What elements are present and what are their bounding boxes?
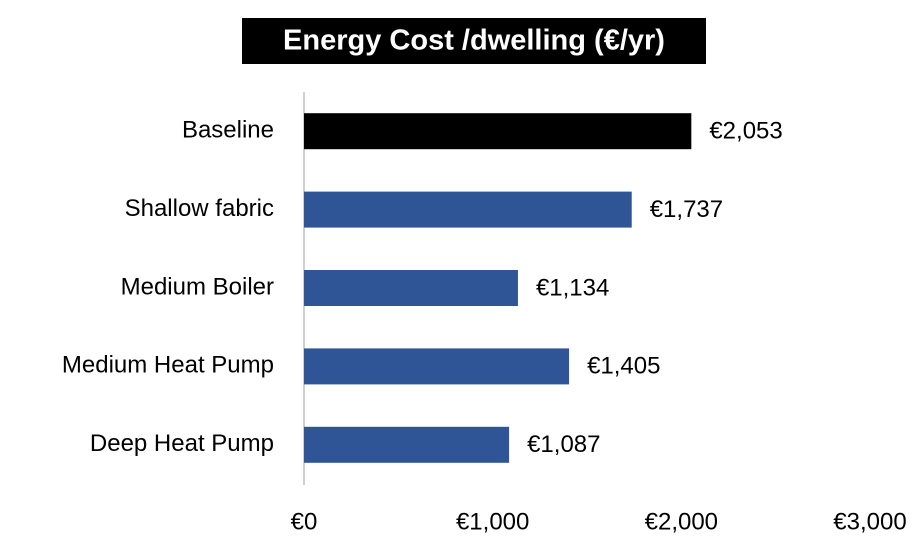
bar — [304, 348, 570, 385]
bar — [304, 426, 510, 463]
x-tick-label: €2,000 — [645, 508, 718, 535]
value-label: €2,053 — [709, 118, 782, 145]
value-label: €1,087 — [527, 431, 600, 458]
x-tick-label: €3,000 — [833, 508, 906, 535]
y-tick-label: Medium Boiler — [121, 273, 274, 300]
x-tick-label: €1,000 — [456, 508, 529, 535]
title-box — [242, 18, 706, 64]
bar — [304, 270, 518, 306]
value-label: €1,405 — [587, 353, 660, 380]
x-tick-label: €0 — [291, 508, 318, 535]
value-label: €1,737 — [650, 196, 723, 223]
y-tick-label: Medium Heat Pump — [62, 352, 274, 379]
chart-title: Energy Cost /dwelling (€/yr) — [283, 25, 665, 57]
y-tick-label: Baseline — [182, 117, 274, 144]
value-label: €1,134 — [536, 274, 609, 301]
bar — [304, 191, 632, 228]
y-tick-label: Shallow fabric — [125, 195, 274, 222]
y-tick-label: Deep Heat Pump — [90, 430, 274, 457]
bar — [304, 113, 692, 150]
